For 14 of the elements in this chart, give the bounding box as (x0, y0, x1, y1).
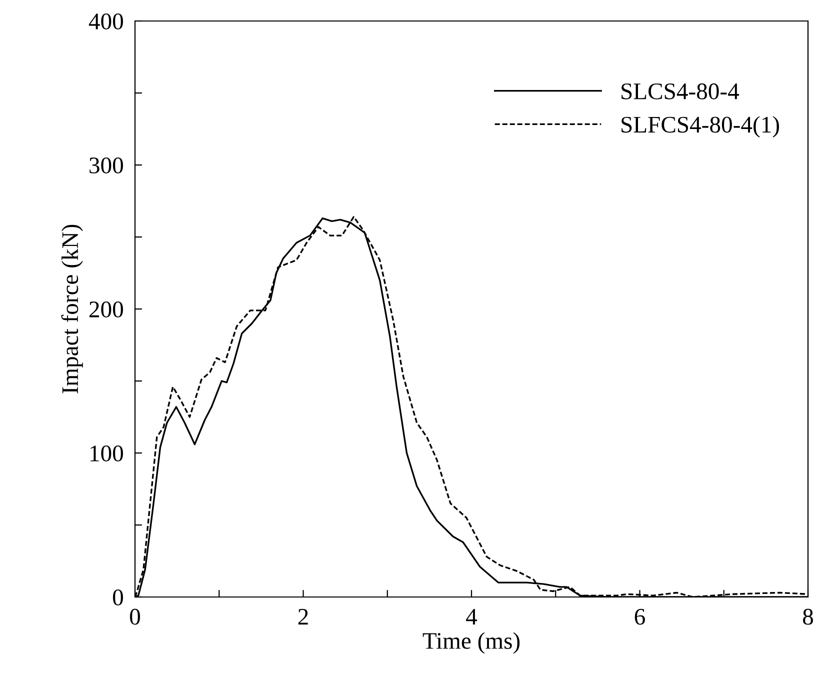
x-axis-title: Time (ms) (422, 632, 520, 654)
legend-label: SLFCS4-80-4(1) (622, 116, 779, 138)
y-tick-label: 300 (90, 157, 123, 174)
x-tick-label: 4 (466, 608, 478, 624)
x-tick-label: 6 (634, 608, 645, 625)
x-tick-label: 2 (298, 608, 308, 624)
x-tick-label: 8 (802, 608, 814, 625)
y-tick-label: 100 (90, 445, 123, 462)
y-axis-title: Impact force (kN) (61, 224, 83, 394)
y-tick-label: 200 (90, 301, 123, 318)
x-tick-label: 0 (130, 608, 140, 625)
y-tick-label: 400 (88, 13, 123, 30)
legend-label: SLCS4-80-4 (622, 83, 739, 100)
y-tick-label: 0 (112, 589, 123, 606)
